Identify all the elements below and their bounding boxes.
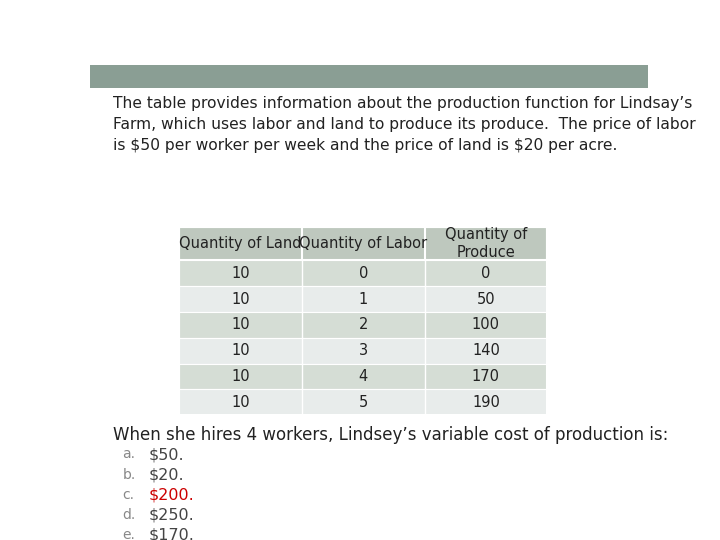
Text: The table provides information about the production function for Lindsay’s
Farm,: The table provides information about the… xyxy=(113,96,696,153)
Text: \$200.: \$200. xyxy=(148,488,194,503)
FancyBboxPatch shape xyxy=(179,286,547,312)
FancyBboxPatch shape xyxy=(179,312,547,338)
Text: 10: 10 xyxy=(231,343,250,358)
Text: \$250.: \$250. xyxy=(148,508,194,523)
Text: Quantity of Land: Quantity of Land xyxy=(179,236,302,251)
FancyBboxPatch shape xyxy=(179,260,547,286)
Text: c.: c. xyxy=(122,488,135,502)
Text: 1: 1 xyxy=(359,292,368,307)
Text: 10: 10 xyxy=(231,266,250,281)
Text: 3: 3 xyxy=(359,343,368,358)
Text: 5: 5 xyxy=(359,395,368,410)
Text: \$50.: \$50. xyxy=(148,448,184,462)
Text: 2: 2 xyxy=(359,318,368,332)
Text: 10: 10 xyxy=(231,395,250,410)
FancyBboxPatch shape xyxy=(179,226,547,260)
Text: 190: 190 xyxy=(472,395,500,410)
Text: Quantity of
Produce: Quantity of Produce xyxy=(445,227,527,260)
Text: \$170.: \$170. xyxy=(148,528,194,540)
Text: 4: 4 xyxy=(359,369,368,384)
Text: 100: 100 xyxy=(472,318,500,332)
FancyBboxPatch shape xyxy=(179,389,547,415)
Text: 50: 50 xyxy=(477,292,495,307)
Text: 140: 140 xyxy=(472,343,500,358)
Text: b.: b. xyxy=(122,468,136,482)
Text: a.: a. xyxy=(122,448,135,462)
Text: 10: 10 xyxy=(231,292,250,307)
Text: 0: 0 xyxy=(481,266,490,281)
FancyBboxPatch shape xyxy=(90,65,648,88)
Text: 10: 10 xyxy=(231,369,250,384)
Text: 0: 0 xyxy=(359,266,368,281)
Text: 170: 170 xyxy=(472,369,500,384)
Text: Quantity of Labor: Quantity of Labor xyxy=(299,236,427,251)
FancyBboxPatch shape xyxy=(179,363,547,389)
Text: d.: d. xyxy=(122,508,136,522)
Text: e.: e. xyxy=(122,528,135,540)
Text: 10: 10 xyxy=(231,318,250,332)
FancyBboxPatch shape xyxy=(179,338,547,363)
Text: \$20.: \$20. xyxy=(148,468,184,483)
Text: When she hires 4 workers, Lindsey’s variable cost of production is:: When she hires 4 workers, Lindsey’s vari… xyxy=(113,426,669,444)
